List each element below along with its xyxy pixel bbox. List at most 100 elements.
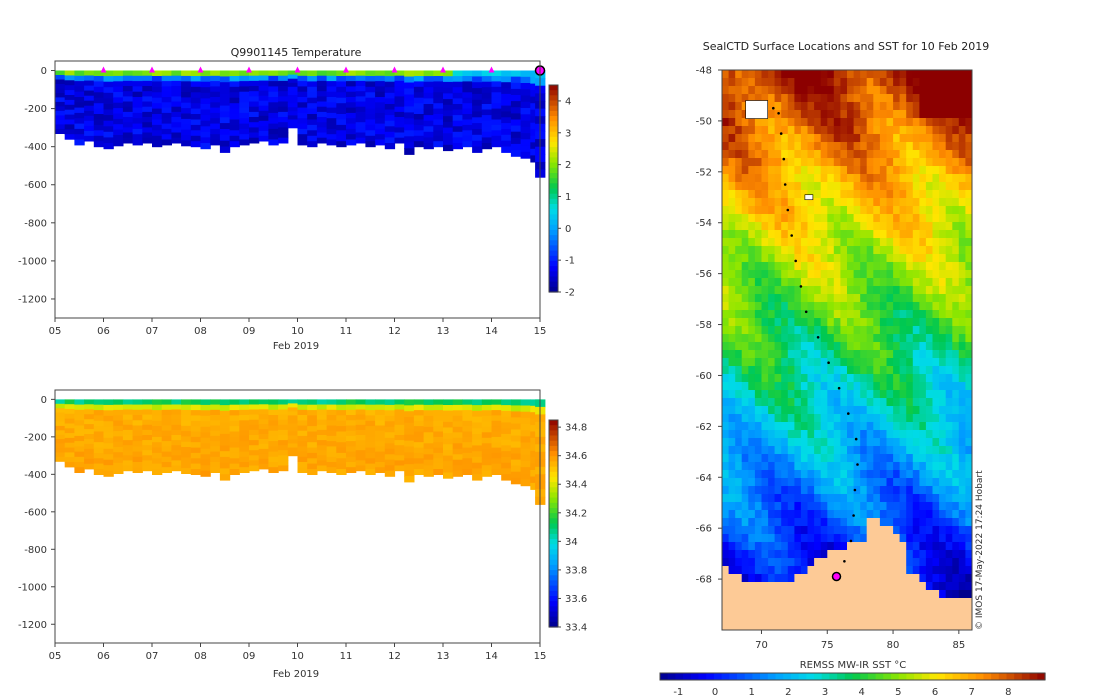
sst-cell <box>893 422 901 431</box>
sst-cell <box>912 318 920 327</box>
profile-cell <box>122 440 134 446</box>
profile-cell <box>510 82 522 90</box>
profile-cell <box>326 441 337 447</box>
sst-cell <box>840 462 848 471</box>
profile-cell <box>122 86 134 92</box>
sst-cell <box>800 278 808 287</box>
profile-cell <box>239 446 250 453</box>
sst-cell <box>787 126 795 135</box>
profile-cell <box>404 76 415 84</box>
sst-cell <box>728 358 736 367</box>
sst-cell <box>879 398 887 407</box>
profile-cell <box>258 75 269 82</box>
sst-cell <box>800 542 808 551</box>
sst-cell <box>919 470 927 479</box>
profile-cell <box>113 124 124 131</box>
sst-cell <box>840 374 848 383</box>
sst-cell <box>945 230 953 239</box>
sst-cell <box>814 278 822 287</box>
profile-cell <box>433 141 444 148</box>
profile-cell <box>171 86 182 92</box>
sst-cell <box>952 198 960 207</box>
profile-cell <box>472 439 483 447</box>
sst-cell <box>807 454 815 463</box>
profile-cell <box>307 399 318 406</box>
profile-cell <box>452 459 463 466</box>
sst-cell <box>800 582 808 591</box>
sst-cell <box>761 254 769 263</box>
profile-cell <box>404 94 415 102</box>
sst-cell <box>754 302 762 311</box>
sst-cell <box>912 142 920 151</box>
sst-cell <box>814 110 822 119</box>
sst-cell <box>748 278 756 287</box>
sst-cell <box>728 398 736 407</box>
profile-cell <box>103 70 114 77</box>
sst-cell <box>814 118 822 127</box>
profile-cell <box>423 109 434 116</box>
sst-cell <box>958 142 966 151</box>
sst-cell <box>722 438 730 447</box>
sst-colorbar-segment <box>921 673 931 680</box>
profile-cell <box>443 144 454 152</box>
sst-colorbar-segment <box>760 673 769 680</box>
sst-cell <box>860 598 868 607</box>
sst-cell <box>781 174 789 183</box>
sst-cell <box>925 326 933 335</box>
sst-cell <box>873 150 881 159</box>
profile-cell <box>481 421 493 428</box>
sst-cell <box>728 438 736 447</box>
profile-cell <box>491 76 502 82</box>
profile-cell <box>200 126 211 133</box>
profile-cell <box>346 118 357 125</box>
sst-cell <box>774 318 782 327</box>
sst-cell <box>768 358 776 367</box>
sst-cell <box>781 110 789 119</box>
sst-cell <box>945 206 953 215</box>
sst-cell <box>873 286 881 295</box>
map-y-tick-label: -60 <box>696 371 712 382</box>
sst-cell <box>866 246 874 255</box>
sst-cell <box>899 326 907 335</box>
sst-cell <box>794 294 802 303</box>
sst-cell <box>800 94 808 103</box>
sst-cell <box>774 278 782 287</box>
profile-cell <box>452 92 463 99</box>
sst-cell <box>958 494 966 503</box>
profile-cell <box>462 114 473 120</box>
sst-cell <box>735 206 743 215</box>
sst-cell <box>866 302 874 311</box>
sst-cell <box>722 478 730 487</box>
sst-cell <box>754 318 762 327</box>
sst-cell <box>912 262 920 271</box>
sst-cell <box>787 566 795 575</box>
sst-cell <box>781 254 789 263</box>
sst-cell <box>787 390 795 399</box>
sst-cell <box>860 270 868 279</box>
sst-cell <box>853 222 861 231</box>
sst-cell <box>860 558 868 567</box>
sst-cell <box>794 302 802 311</box>
profile-cell <box>113 108 124 115</box>
profile-cell <box>394 424 405 431</box>
profile-cell <box>249 96 260 103</box>
sst-cell <box>912 334 920 343</box>
profile-cell <box>472 134 483 142</box>
sst-cell <box>807 510 815 519</box>
profile-cell <box>413 108 425 115</box>
sst-cell <box>919 558 927 567</box>
profile-cell <box>103 421 114 428</box>
profile-cell <box>249 414 260 421</box>
sst-cell <box>807 414 815 423</box>
sst-cell <box>833 262 841 271</box>
profile-cell <box>258 458 269 465</box>
sst-cell <box>886 358 894 367</box>
sst-cell <box>754 582 762 591</box>
sst-cell <box>833 382 841 391</box>
profile-cell <box>200 143 211 150</box>
track-point <box>837 386 841 390</box>
sst-colorbar-segment <box>706 673 715 680</box>
sst-cell <box>741 558 749 567</box>
sst-cell <box>853 526 861 535</box>
sst-colorbar-tick-label: 6 <box>932 687 938 698</box>
